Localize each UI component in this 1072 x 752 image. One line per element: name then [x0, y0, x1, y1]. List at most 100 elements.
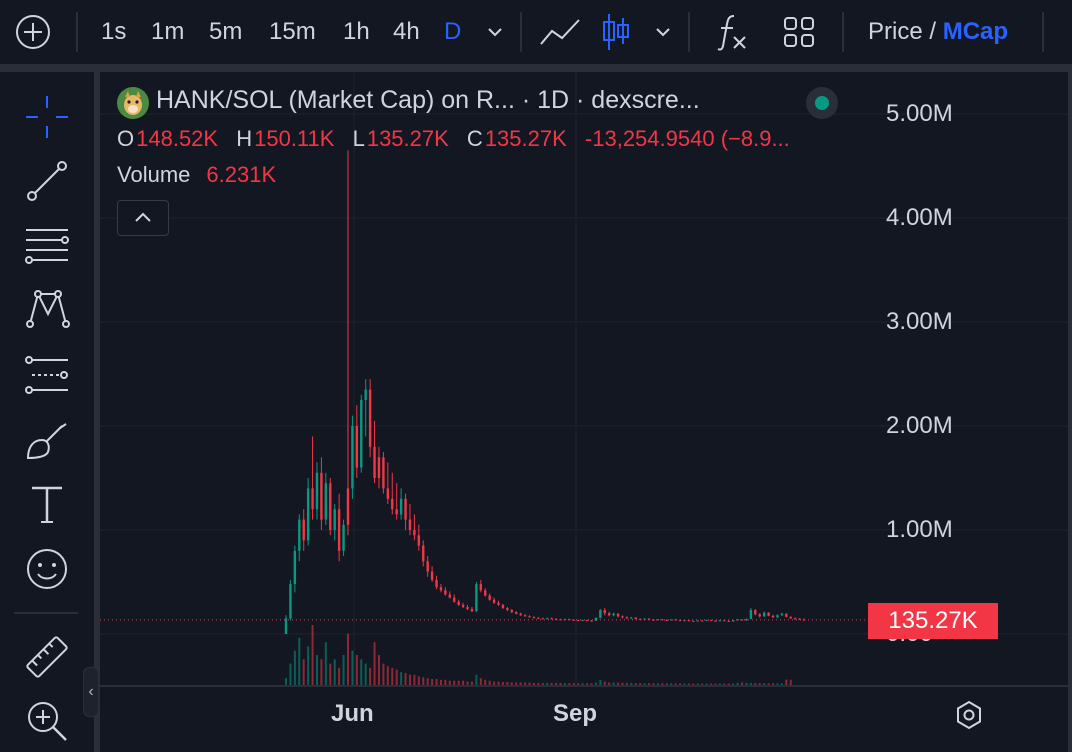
price-label[interactable]: Price [868, 18, 923, 45]
volume-bar [714, 683, 717, 685]
volume-bar [470, 681, 473, 685]
candle-body [709, 619, 713, 621]
volume-bar [342, 655, 345, 685]
candle-body [413, 530, 416, 536]
emoji-icon[interactable] [22, 544, 72, 594]
volume-bar [568, 683, 571, 685]
y-tick-label: 3.00M [886, 308, 953, 335]
candle-body [515, 612, 518, 614]
volume-bar [307, 646, 310, 685]
market-status-indicator[interactable] [806, 87, 838, 119]
volume-bar [382, 663, 385, 685]
line-chart-icon[interactable] [538, 14, 582, 50]
candle-body [306, 488, 310, 541]
interval-5m[interactable]: 5m [209, 18, 243, 45]
fib-retracement-icon[interactable] [22, 220, 72, 270]
volume-bar [448, 680, 451, 685]
volume-bar [333, 659, 336, 685]
ruler-icon[interactable] [22, 632, 72, 682]
chart-type-dropdown-icon[interactable] [654, 24, 672, 40]
volume-bar [625, 682, 628, 685]
volume-bar [586, 683, 589, 685]
candle-body [426, 561, 429, 572]
volume-bar [320, 659, 323, 685]
volume-bar [754, 683, 757, 685]
volume-bar [519, 682, 522, 685]
candle-body [351, 426, 354, 489]
symbol-title[interactable]: HANK/SOL (Market Cap) on R... · 1D · dex… [156, 86, 700, 114]
candle-body [678, 620, 682, 622]
crosshair-icon[interactable] [22, 92, 72, 142]
candle-body [731, 620, 735, 622]
volume-bar [391, 667, 394, 685]
pattern-icon[interactable] [22, 284, 72, 334]
interval-15m[interactable]: 15m [269, 18, 316, 45]
candle-body [506, 608, 509, 611]
volume-bar [617, 682, 620, 685]
toolbar-divider [842, 12, 844, 52]
candle-body [630, 617, 633, 619]
volume-bar [528, 682, 531, 685]
left-toolbar-divider [14, 612, 78, 614]
brush-icon[interactable] [22, 416, 72, 466]
candle-body [705, 619, 708, 621]
volume-bar [479, 678, 482, 685]
interval-dropdown-icon[interactable] [486, 24, 504, 40]
volume-bar [572, 683, 575, 685]
toolbar-divider [688, 12, 690, 52]
candle-body [665, 619, 668, 621]
collapse-toolbar-button[interactable]: ‹ [83, 667, 99, 717]
zoom-in-icon[interactable] [22, 696, 72, 746]
candle-body [758, 614, 761, 617]
candle-body [762, 612, 766, 617]
candle-body [625, 617, 629, 619]
candle-body [373, 446, 376, 478]
candle-body [740, 619, 744, 621]
volume-bar [426, 678, 429, 685]
interval-d[interactable]: D [444, 18, 462, 45]
mcap-label[interactable]: MCap [942, 18, 1009, 45]
volume-bar [488, 680, 491, 685]
volume-bar [466, 681, 469, 685]
volume-bar [599, 679, 602, 685]
candle-body [621, 616, 624, 618]
candle-body [577, 620, 580, 622]
volume-bar [772, 683, 775, 685]
candle-body [541, 618, 544, 620]
layouts-icon[interactable] [782, 15, 816, 49]
candle-body [727, 620, 730, 622]
price-mcap-toggle[interactable]: Price / MCap [868, 0, 1008, 64]
chart-settings-icon[interactable] [954, 700, 984, 730]
legend-collapse-button[interactable] [117, 200, 169, 236]
volume-bar [435, 679, 438, 685]
high-value: 150.11K [254, 126, 335, 151]
top-toolbar: 1s 1m 5m 15m 1h 4h D Price / MCap [0, 0, 1072, 64]
volume-bar [311, 625, 314, 685]
x-tick-label: Sep [553, 700, 598, 727]
candle-body [501, 604, 505, 608]
x-tick-label: Jun [331, 700, 374, 727]
candle-body [546, 618, 549, 620]
volume-bar [338, 667, 341, 685]
add-symbol-icon[interactable] [15, 14, 51, 50]
interval-1m[interactable]: 1m [151, 18, 185, 45]
candlestick-icon[interactable] [600, 12, 632, 52]
trend-line-icon[interactable] [22, 156, 72, 206]
candle-body [342, 524, 345, 551]
y-tick-label: 1.00M [886, 516, 953, 543]
text-icon[interactable] [22, 480, 72, 530]
prediction-icon[interactable] [22, 350, 72, 400]
volume-bar [723, 683, 726, 685]
volume-bar [643, 683, 646, 685]
interval-1s[interactable]: 1s [101, 18, 127, 45]
market-open-dot [815, 96, 829, 110]
interval-4h[interactable]: 4h [393, 18, 420, 45]
candle-body [492, 599, 496, 603]
interval-1h[interactable]: 1h [343, 18, 370, 45]
volume-bar [789, 679, 792, 685]
indicators-icon[interactable] [714, 12, 748, 52]
candle-body [324, 483, 328, 520]
volume-bar [493, 681, 496, 685]
candle-body [497, 602, 500, 605]
